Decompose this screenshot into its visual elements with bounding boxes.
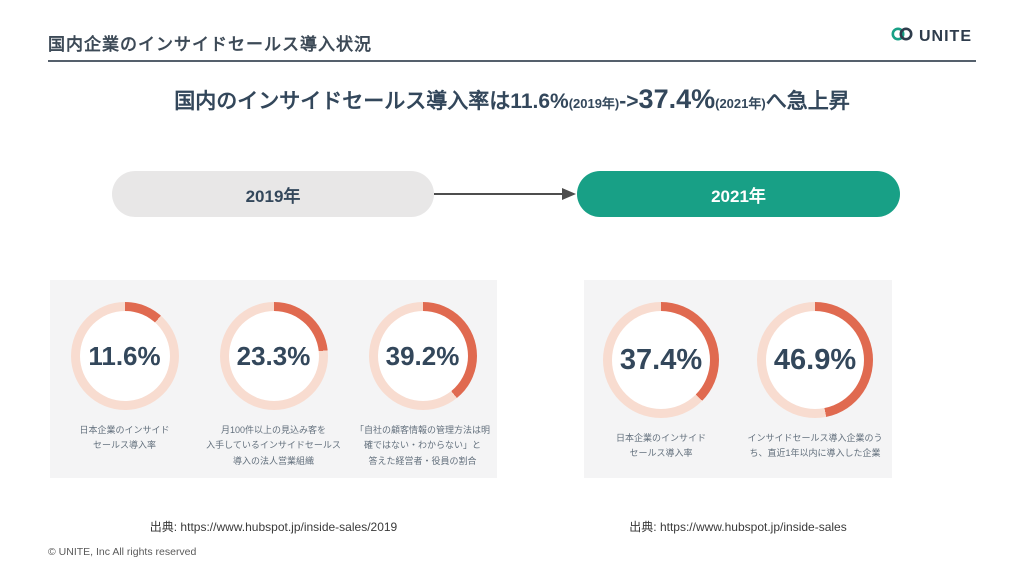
donut-caption: 月100件以上の見込み客を 入手しているインサイドセールス 導入の法人営業組織 (206, 425, 341, 466)
unite-logo: UNITE (890, 26, 972, 47)
headline-note-2021: (2021年) (715, 96, 766, 111)
arrow-icon (432, 184, 578, 204)
donut-caption: インサイドセールス導入企業のう ち、直近1年以内に導入した企業 (747, 433, 883, 459)
unite-logo-text: UNITE (919, 27, 972, 45)
donut-value: 23.3% (236, 340, 311, 371)
donut-ring: 23.3% (219, 302, 328, 410)
donut-ring: 11.6% (70, 302, 179, 410)
donut-chart-2019-1: 11.6% 日本企業のインサイド セールス導入率 (52, 302, 197, 454)
headline-value-2021: 37.4% (638, 84, 716, 114)
donut-value: 39.2% (385, 340, 460, 371)
year-pill-2021: 2021年 (577, 171, 900, 217)
copyright: © UNITE, Inc All rights reserved (48, 546, 197, 558)
donut-ring: 39.2% (368, 302, 477, 410)
headline-part1: 国内のインサイドセールス導入率は (174, 90, 511, 113)
donut-hole: 46.9% (766, 311, 864, 409)
page-title: 国内企業のインサイドセールス導入状況 (48, 35, 372, 54)
headline-value-2019: 11.6% (510, 90, 569, 113)
donut-value: 11.6% (88, 340, 161, 371)
donut-caption: 日本企業のインサイド セールス導入率 (79, 425, 170, 451)
donut-chart-2019-3: 39.2% 「自社の顧客情報の管理方法は明 確ではない・わからない」と 答えた経… (350, 302, 495, 469)
donut-value: 37.4% (619, 343, 703, 376)
donut-hole: 23.3% (228, 311, 319, 401)
donut-ring: 46.9% (757, 302, 873, 418)
unite-logo-icon (890, 26, 914, 47)
donut-ring: 37.4% (603, 302, 719, 418)
headline: 国内のインサイドセールス導入率は11.6%(2019年)->37.4%(2021… (0, 84, 1024, 115)
source-link-2019[interactable]: 出典: https://www.hubspot.jp/inside-sales/… (149, 520, 398, 534)
panel-2021: 37.4% 日本企業のインサイド セールス導入率 46.9% インサイドセールス… (584, 280, 892, 478)
donut-hole: 11.6% (79, 311, 170, 401)
donut-caption: 日本企業のインサイド セールス導入率 (615, 433, 706, 459)
donut-chart-2021-2: 46.9% インサイドセールス導入企業のう ち、直近1年以内に導入した企業 (743, 302, 888, 462)
headline-part2: へ急上昇 (765, 90, 850, 113)
source-link-2021[interactable]: 出典: https://www.hubspot.jp/inside-sales (629, 520, 847, 534)
donut-hole: 39.2% (377, 311, 468, 401)
headline-arrow: -> (619, 90, 639, 113)
panel-2019: 11.6% 日本企業のインサイド セールス導入率 23.3% 月100件以上の見… (50, 280, 497, 478)
donut-caption: 「自社の顧客情報の管理方法は明 確ではない・わからない」と 答えた経営者・役員の… (354, 425, 490, 466)
year-pill-2019: 2019年 (112, 171, 434, 217)
headline-note-2019: (2019年) (568, 96, 620, 111)
header-divider (48, 60, 976, 62)
donut-chart-2021-1: 37.4% 日本企業のインサイド セールス導入率 (589, 302, 734, 462)
donut-hole: 37.4% (612, 311, 710, 409)
donut-chart-2019-2: 23.3% 月100件以上の見込み客を 入手しているインサイドセールス 導入の法… (201, 302, 346, 469)
donut-value: 46.9% (773, 343, 857, 376)
